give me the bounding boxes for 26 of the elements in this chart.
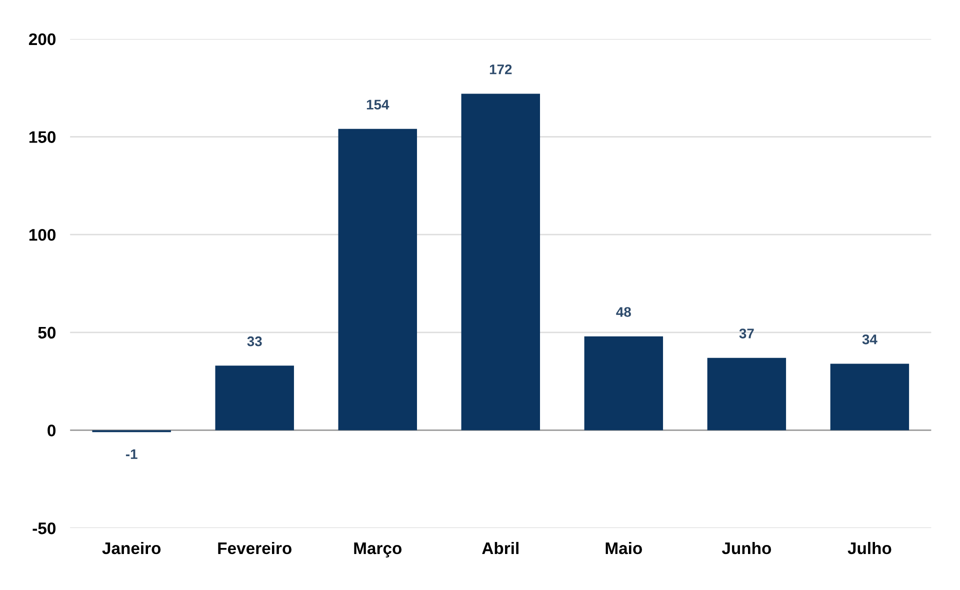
x-tick-label: Abril	[482, 542, 518, 554]
data-label: 154	[366, 100, 390, 110]
data-label: 34	[862, 334, 878, 344]
x-tick-label: Maio	[606, 542, 642, 554]
y-tick-label: 50	[38, 326, 56, 339]
data-label: 48	[616, 307, 631, 317]
bar	[338, 128, 417, 430]
y-tick-label: -50	[32, 522, 56, 534]
x-tick-label: Julho	[848, 542, 892, 554]
data-label: 37	[739, 328, 754, 338]
bar	[461, 94, 540, 430]
x-tick-label: Março	[354, 542, 402, 558]
bar	[215, 366, 294, 430]
bar	[707, 358, 786, 430]
data-label: -1	[126, 449, 138, 459]
bar	[830, 364, 910, 430]
y-tick-label: 100	[29, 228, 56, 241]
data-label: 172	[490, 64, 512, 74]
y-tick-label: 150	[29, 131, 56, 143]
x-tick-label: Junho	[722, 542, 772, 554]
bar	[584, 336, 664, 430]
x-tick-label: Janeiro	[102, 542, 161, 554]
y-tick-label: 200	[28, 33, 56, 46]
x-tick-label: Fevereiro	[218, 542, 292, 554]
y-tick-label: 0	[48, 424, 56, 436]
data-label: 33	[247, 336, 262, 346]
